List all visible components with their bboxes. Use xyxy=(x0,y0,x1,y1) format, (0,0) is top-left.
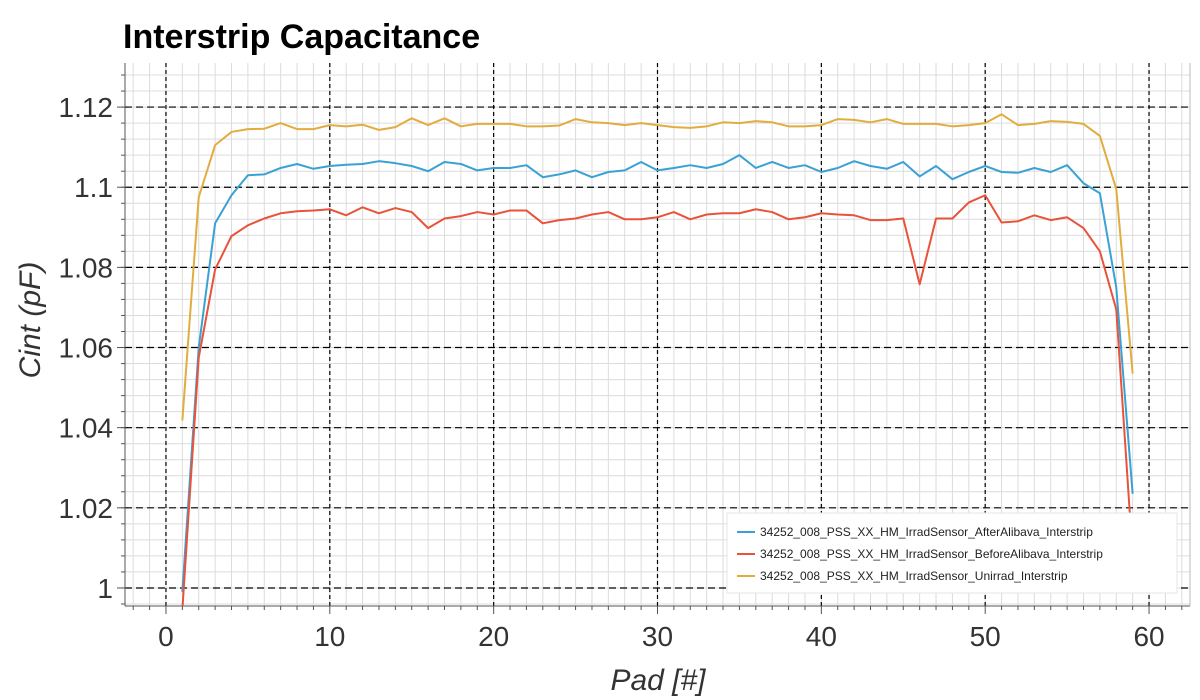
legend-label-2: 34252_008_PSS_XX_HM_IrradSensor_BeforeAl… xyxy=(760,547,1103,561)
y-tick-label: 1.12 xyxy=(59,92,114,123)
legend-label-3: 34252_008_PSS_XX_HM_IrradSensor_Unirrad_… xyxy=(760,569,1068,583)
x-tick-label: 0 xyxy=(158,621,174,652)
series-line-2 xyxy=(181,194,1134,606)
y-tick-label: 1.1 xyxy=(74,172,113,203)
legend-label-1: 34252_008_PSS_XX_HM_IrradSensor_AfterAli… xyxy=(760,525,1093,539)
axes xyxy=(117,63,1191,614)
tick-labels: 0 10 20 30 40 50 60 1 1.02 1.04 1.06 1.08 1.1 1.12 xyxy=(59,92,1165,652)
chart-title: Interstrip Capacitance xyxy=(123,18,480,56)
x-tick-label: 10 xyxy=(314,621,345,652)
series-group xyxy=(181,113,1134,606)
legend: 34252_008_PSS_XX_HM_IrradSensor_AfterAli… xyxy=(726,512,1178,594)
y-tick-label: 1.08 xyxy=(59,252,114,283)
major-grid xyxy=(125,63,1190,606)
x-axis-label: Pad [#] xyxy=(610,664,706,697)
series-line-1 xyxy=(181,154,1134,593)
x-tick-label: 50 xyxy=(970,621,1001,652)
y-tick-label: 1 xyxy=(97,573,113,604)
x-tick-label: 20 xyxy=(478,621,509,652)
x-tick-label: 40 xyxy=(806,621,837,652)
y-axis-label: Cint (pF) xyxy=(14,262,47,379)
series-line-3 xyxy=(181,113,1134,421)
legend-box xyxy=(726,512,1178,594)
y-tick-label: 1.02 xyxy=(59,493,114,524)
y-tick-label: 1.06 xyxy=(59,333,114,364)
x-tick-label: 30 xyxy=(642,621,673,652)
y-tick-label: 1.04 xyxy=(59,413,114,444)
x-tick-label: 60 xyxy=(1133,621,1164,652)
